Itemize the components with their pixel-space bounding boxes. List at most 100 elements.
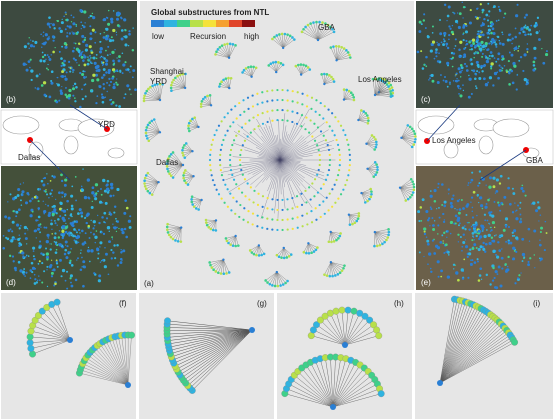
light-dot	[115, 217, 117, 220]
light-dot	[83, 10, 87, 14]
light-dot	[445, 251, 448, 254]
colorbar-segment	[177, 20, 190, 27]
edge	[367, 168, 376, 175]
light-dot	[94, 197, 98, 201]
continent	[492, 118, 530, 138]
edge	[283, 39, 295, 49]
node	[193, 116, 196, 119]
node	[143, 176, 147, 180]
node	[300, 30, 304, 34]
node	[216, 271, 220, 275]
edge	[167, 227, 182, 230]
node	[26, 339, 34, 347]
node	[224, 77, 228, 80]
light-dot	[476, 258, 479, 261]
light-dot	[488, 241, 492, 246]
node	[181, 146, 185, 149]
light-dot	[429, 225, 431, 227]
node	[300, 192, 303, 195]
edge	[308, 243, 312, 253]
edge	[279, 134, 289, 161]
node	[222, 138, 225, 142]
light-dot	[462, 233, 465, 236]
light-dot	[461, 249, 463, 252]
light-dot	[49, 192, 52, 195]
light-dot	[103, 221, 105, 223]
light-dot	[105, 59, 109, 63]
light-dot	[113, 226, 117, 230]
light-dot	[39, 223, 42, 226]
light-dot	[106, 187, 110, 191]
edge	[374, 79, 379, 96]
light-dot	[81, 88, 83, 91]
light-dot	[41, 46, 43, 48]
edge	[102, 341, 129, 386]
edge	[172, 164, 184, 178]
light-dot	[98, 221, 101, 225]
node	[252, 252, 256, 256]
light-dot	[10, 239, 14, 243]
edge	[279, 159, 285, 188]
node	[165, 225, 169, 229]
edge	[257, 156, 281, 161]
light-dot	[81, 72, 85, 77]
node	[142, 97, 146, 100]
light-dot	[481, 70, 484, 73]
light-dot	[537, 206, 541, 210]
light-dot	[48, 35, 50, 38]
node	[322, 134, 325, 137]
light-dot	[70, 281, 72, 284]
edge	[178, 329, 253, 373]
node	[331, 112, 334, 115]
light-dot	[66, 199, 69, 203]
edge	[439, 312, 489, 384]
light-dot	[55, 259, 58, 262]
edge	[374, 231, 387, 241]
edge	[30, 330, 71, 341]
light-dot	[485, 203, 488, 205]
light-dot	[498, 19, 500, 21]
light-dot	[47, 237, 50, 239]
node	[146, 137, 149, 140]
node	[410, 193, 414, 197]
edge	[279, 159, 301, 186]
edge	[170, 227, 182, 238]
light-dot	[124, 199, 127, 202]
edge	[184, 145, 193, 152]
node	[254, 66, 258, 70]
light-dot	[437, 233, 439, 235]
edge	[277, 159, 281, 219]
light-dot	[454, 38, 457, 41]
edge	[348, 214, 357, 222]
node	[165, 162, 169, 166]
light-dot	[429, 77, 431, 80]
edge	[366, 143, 377, 145]
node	[348, 148, 351, 151]
edge	[361, 191, 372, 194]
light-dot	[105, 217, 109, 220]
edge	[317, 29, 333, 41]
node	[253, 189, 256, 192]
node	[220, 174, 224, 177]
node	[208, 158, 212, 162]
light-dot	[61, 70, 65, 74]
edge	[336, 48, 345, 61]
panel-label: (c)	[421, 95, 431, 104]
node	[309, 22, 312, 25]
edge	[168, 329, 253, 345]
root-node	[342, 98, 346, 101]
node	[296, 216, 299, 219]
panel-label: (d)	[6, 278, 16, 287]
light-dot	[35, 219, 38, 222]
light-dot	[95, 230, 98, 232]
edge	[84, 360, 129, 386]
light-dot	[459, 222, 461, 225]
light-dot	[461, 277, 465, 280]
light-dot	[94, 241, 97, 244]
light-dot	[478, 77, 482, 81]
edge	[194, 199, 202, 207]
light-dot	[458, 208, 462, 211]
light-dot	[484, 205, 488, 209]
light-dot	[45, 255, 50, 260]
light-dot	[24, 255, 27, 258]
